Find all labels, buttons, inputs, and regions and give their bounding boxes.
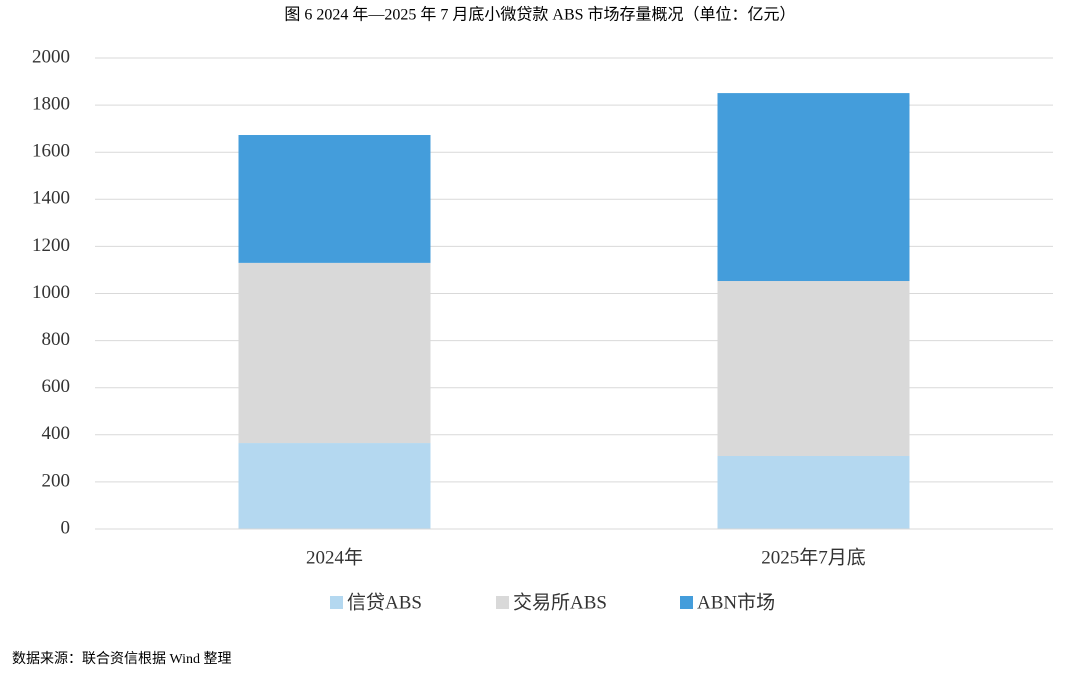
- x-tick-label: 2024年: [306, 546, 363, 568]
- legend-label: 信贷ABS: [347, 591, 422, 613]
- y-tick-label: 1200: [32, 235, 70, 256]
- legend-label: ABN市场: [697, 591, 775, 613]
- y-tick-label: 1400: [32, 188, 70, 209]
- y-tick-label: 1600: [32, 141, 70, 162]
- legend-label: 交易所ABS: [513, 591, 607, 613]
- legend-swatch: [680, 596, 693, 609]
- bar-segment: [238, 443, 431, 529]
- bar-segment: [238, 135, 431, 263]
- legend-swatch: [496, 596, 509, 609]
- legend-swatch: [330, 596, 343, 609]
- y-tick-label: 2000: [32, 46, 70, 67]
- y-tick-label: 1000: [32, 282, 70, 303]
- y-tick-label: 800: [42, 329, 71, 350]
- bar-segment: [717, 281, 910, 456]
- y-tick-label: 200: [42, 470, 71, 491]
- bar-segment: [238, 262, 431, 444]
- y-tick-label: 400: [42, 423, 71, 444]
- y-tick-label: 0: [61, 517, 71, 538]
- source-note: 数据来源：联合资信根据 Wind 整理: [12, 651, 232, 667]
- x-tick-label: 2025年7月底: [761, 546, 866, 568]
- bar-segment: [717, 93, 910, 282]
- y-tick-label: 600: [42, 376, 71, 397]
- chart-title: 图 6 2024 年—2025 年 7 月底小微贷款 ABS 市场存量概况（单位…: [284, 6, 795, 24]
- y-tick-label: 1800: [32, 93, 70, 114]
- bar-segment: [717, 455, 910, 529]
